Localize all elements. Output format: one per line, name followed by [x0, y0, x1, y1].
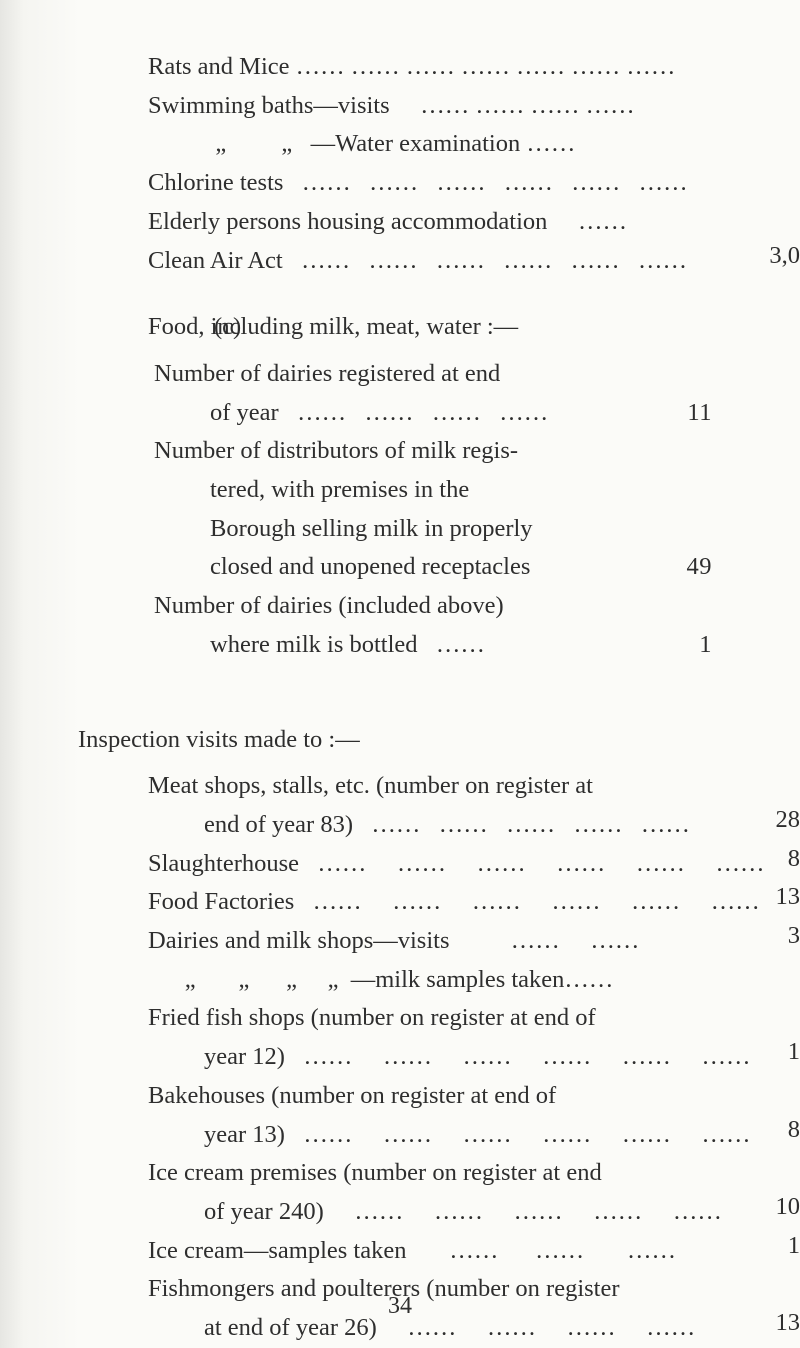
edge-value: 1	[788, 1038, 800, 1066]
inspection-line: of year 240) …… …… …… …… ……	[148, 1193, 800, 1232]
section-c-value: 1	[668, 626, 714, 665]
inspection-text: year 12) …… …… …… …… …… ……	[148, 1043, 750, 1070]
section-c-line: Number of dairies (included above)	[154, 587, 714, 626]
inspection-line: end of year 83) …… …… …… …… ……	[148, 806, 800, 845]
inspection-line: Ice cream premises (number on register a…	[148, 1154, 800, 1193]
top-line-text: Clean Air Act …… …… …… …… …… ……	[148, 242, 687, 281]
edge-value: 8	[788, 845, 800, 873]
inspection-line: Slaughterhouse …… …… …… …… …… ……	[148, 845, 800, 884]
inspection-line: „ „ „ „ —milk samples taken……	[148, 961, 800, 1000]
inspection-line: Fried fish shops (number on register at …	[148, 999, 800, 1038]
section-c-marker: (c)	[214, 308, 241, 347]
top-line-text: Elderly persons housing accommodation ……	[148, 203, 627, 242]
section-c-text: closed and unopened receptacles	[154, 548, 530, 587]
section-c-text: Borough selling milk in properly	[154, 510, 533, 549]
inspection-text: end of year 83) …… …… …… …… ……	[148, 811, 690, 838]
top-line: Elderly persons housing accommodation ……	[148, 203, 800, 242]
section-c-line: Number of distributors of milk regis-	[154, 432, 714, 471]
inspection-text: Dairies and milk shops—visits …… ……	[148, 927, 639, 954]
edge-value: 8	[788, 1116, 800, 1144]
section-c-value: 49	[668, 548, 714, 587]
section-c-line: Number of dairies registered at end	[154, 355, 714, 394]
section-c-items: Number of dairies registered at endof ye…	[154, 355, 714, 665]
inspection-text: „ „ „ „ —milk samples taken……	[148, 966, 613, 993]
section-c-line: of year …… …… …… …… 11	[154, 394, 714, 433]
inspection-items: Meat shops, stalls, etc. (number on regi…	[128, 767, 800, 1348]
inspection-text: Bakehouses (number on register at end of	[148, 1082, 556, 1109]
inspection-line: Ice cream—samples taken …… …… ……	[148, 1232, 800, 1271]
inspection-line: year 12) …… …… …… …… …… ……	[148, 1038, 800, 1077]
inspection-line: Bakehouses (number on register at end of	[148, 1077, 800, 1116]
section-c-text: Number of distributors of milk regis-	[154, 432, 518, 471]
page-number: 34	[0, 1293, 800, 1320]
section-c-text: of year …… …… …… ……	[154, 394, 548, 433]
inspection-text: Meat shops, stalls, etc. (number on regi…	[148, 772, 593, 799]
section-c: (c) Food, including milk, meat, water :—…	[128, 308, 800, 664]
inspection-line: year 13) …… …… …… …… …… ……	[148, 1116, 800, 1155]
top-line-text: Swimming baths—visits …… …… …… ……	[148, 87, 635, 126]
section-c-line: closed and unopened receptacles 49	[154, 548, 714, 587]
section-c-line: tered, with premises in the	[154, 471, 714, 510]
content: Rats and Mice …… …… …… …… …… …… ……Swimmi…	[0, 48, 800, 1348]
edge-value: 1	[788, 1232, 800, 1260]
section-c-value: 11	[668, 394, 714, 433]
top-line: Swimming baths—visits …… …… …… ……	[148, 87, 800, 126]
section-c-heading: Food, including milk, meat, water :—	[148, 308, 800, 347]
inspection-line: Dairies and milk shops—visits …… ……	[148, 922, 800, 961]
section-c-text: tered, with premises in the	[154, 471, 469, 510]
edge-value: 13	[776, 883, 800, 911]
section-c-text: where milk is bottled ……	[154, 626, 485, 665]
inspection-text: Ice cream—samples taken …… …… ……	[148, 1237, 676, 1264]
edge-value: 28	[776, 806, 800, 834]
top-line: „ „ —Water examination ……	[148, 125, 800, 164]
top-line: Clean Air Act …… …… …… …… …… ……	[148, 242, 800, 281]
top-line: Rats and Mice …… …… …… …… …… …… ……	[148, 48, 800, 87]
inspection-text: year 13) …… …… …… …… …… ……	[148, 1121, 750, 1148]
top-block: Rats and Mice …… …… …… …… …… …… ……Swimmi…	[128, 48, 800, 280]
edge-value: 3,0	[769, 242, 800, 270]
page: Rats and Mice …… …… …… …… …… …… ……Swimmi…	[0, 0, 800, 1348]
section-c-line: Borough selling milk in properly	[154, 510, 714, 549]
edge-value: 3	[788, 922, 800, 950]
section-c-line: where milk is bottled …… 1	[154, 626, 714, 665]
top-line: Chlorine tests …… …… …… …… …… ……	[148, 164, 800, 203]
edge-value: 10	[776, 1193, 800, 1221]
top-line-text: Rats and Mice …… …… …… …… …… …… ……	[148, 48, 675, 87]
inspection-text: Fried fish shops (number on register at …	[148, 1004, 596, 1031]
section-c-text: Number of dairies (included above)	[154, 587, 504, 626]
inspection-text: Food Factories …… …… …… …… …… ……	[148, 888, 760, 915]
inspection-text: Ice cream premises (number on register a…	[148, 1159, 602, 1186]
edge-value: 13	[776, 1309, 800, 1337]
inspection-line: Food Factories …… …… …… …… …… ……	[148, 883, 800, 922]
inspection-text: of year 240) …… …… …… …… ……	[148, 1198, 722, 1225]
inspection-text: Slaughterhouse …… …… …… …… …… ……	[148, 850, 765, 877]
inspection-heading: Inspection visits made to :—	[78, 721, 800, 760]
top-line-text: „ „ —Water examination ……	[148, 125, 575, 164]
inspection-line: Meat shops, stalls, etc. (number on regi…	[148, 767, 800, 806]
top-line-text: Chlorine tests …… …… …… …… …… ……	[148, 164, 688, 203]
section-c-text: Number of dairies registered at end	[154, 355, 500, 394]
